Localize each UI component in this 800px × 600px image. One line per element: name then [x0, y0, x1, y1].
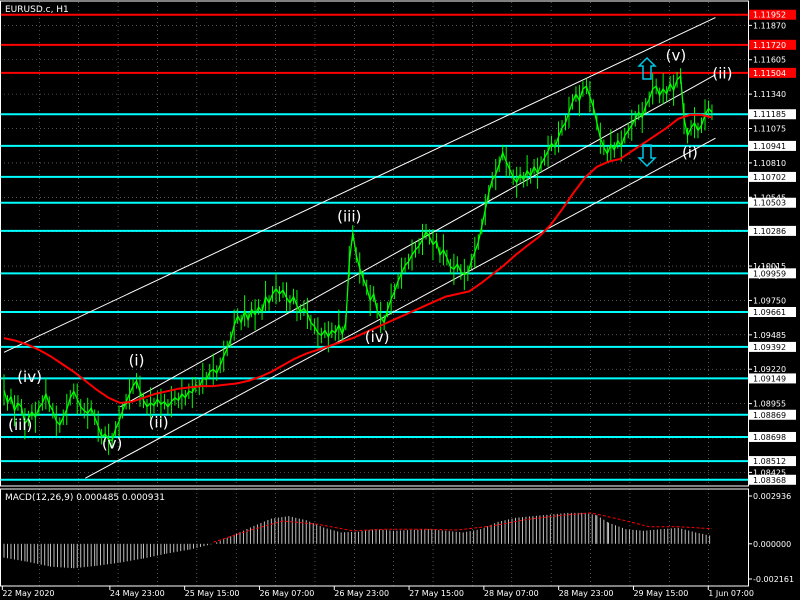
y-tick-label: 1.10810 [753, 159, 786, 168]
level-price-label: 1.11720 [753, 41, 786, 50]
moving-average-line [3, 113, 713, 405]
wave-label: (v) [666, 46, 687, 64]
y-tick-label: 1.11075 [753, 125, 786, 134]
wave-annotations: (iv)(iii)(v)(ii)(i)(iii)(iv)(v)(ii)(i)(i… [8, 46, 780, 452]
level-price-box [749, 268, 796, 279]
horizontal-levels [0, 13, 748, 481]
macd-y-tick-label: 0.000000 [753, 540, 791, 549]
level-price-box [749, 197, 796, 208]
level-price-label: 1.08368 [753, 476, 786, 485]
level-price-label: 1.08512 [753, 457, 786, 466]
y-tick-label: 1.11605 [753, 56, 786, 65]
level-price-box [749, 39, 796, 50]
level-price-box [749, 373, 796, 384]
y-tick-label: 1.09485 [753, 331, 786, 340]
wave-label: (iv) [17, 368, 42, 386]
y-tick-label: 1.10015 [753, 262, 786, 271]
macd-y-tick-label: 0.002936 [753, 492, 791, 501]
y-tick-label: 1.11340 [753, 90, 786, 99]
level-price-box [749, 474, 796, 485]
level-price-box [749, 409, 796, 420]
macd-title: MACD(12,26,9) 0.000485 0.000931 [5, 493, 165, 503]
main-plot-border [0, 0, 749, 487]
x-tick-label: 27 May 15:00 [409, 589, 464, 598]
up-arrow-icon [637, 56, 657, 80]
level-price-label: 1.09959 [753, 269, 786, 278]
wave-label: (iii) [8, 416, 32, 434]
level-price-box [749, 341, 796, 352]
trend-channel [3, 17, 716, 479]
up-arrow-shape [637, 56, 657, 80]
level-price-box [749, 9, 796, 20]
macd-y-tick-label: -0.002161 [753, 575, 794, 584]
level-price-label: 1.10286 [753, 227, 786, 236]
wave-label: (i) [682, 144, 698, 162]
level-price-box [749, 431, 796, 442]
level-price-label: 1.11952 [753, 11, 786, 20]
level-price-box [749, 67, 796, 78]
level-price-box [749, 140, 796, 151]
level-price-label: 1.09661 [753, 308, 786, 317]
x-tick-label: 1 Jun 07:00 [708, 589, 754, 598]
x-tick-label: 24 May 23:00 [110, 589, 165, 598]
level-price-label: 1.10941 [753, 142, 786, 151]
level-price-box [749, 306, 796, 317]
x-tick-label: 29 May 15:00 [633, 589, 688, 598]
level-price-label: 1.09392 [753, 343, 786, 352]
x-tick-label: 26 May 07:00 [259, 589, 314, 598]
wave-label: (ii) [712, 65, 732, 83]
wave-label: (iii) [337, 207, 361, 225]
level-price-label: 1.08698 [753, 433, 786, 442]
y-tick-label: 1.08955 [753, 400, 786, 409]
level-price-box [749, 109, 796, 120]
macd-signal-line [213, 512, 713, 543]
x-tick-label: 22 May 2020 [2, 589, 54, 598]
x-tick-label: 25 May 15:00 [185, 589, 240, 598]
level-price-box [749, 456, 796, 467]
level-price-label: 1.11504 [753, 69, 786, 78]
level-price-label: 1.10503 [753, 199, 786, 208]
y-tick-label: 1.09220 [753, 365, 786, 374]
y-tick-label: 1.09750 [753, 296, 786, 305]
wave-label: (iv) [365, 328, 390, 346]
x-tick-label: 28 May 07:00 [484, 589, 539, 598]
x-tick-label: 28 May 23:00 [559, 589, 614, 598]
level-price-label: 1.10702 [753, 173, 786, 182]
level-price-box [749, 171, 796, 182]
macd-panel [3, 512, 713, 569]
macd-plot-border [0, 488, 749, 587]
channel-line [120, 74, 716, 408]
down-arrow-icon [637, 144, 657, 168]
down-arrow-shape [637, 144, 657, 168]
channel-line [85, 137, 716, 479]
level-price-label: 1.09149 [753, 374, 786, 383]
price-line [3, 74, 713, 442]
wave-label: (v) [102, 434, 123, 452]
level-price-label: 1.08869 [753, 411, 786, 420]
price-labels: 1.11952 1.11720 1.11504 1.11185 1.10941 1.107… [749, 9, 796, 485]
level-price-box [749, 225, 796, 236]
level-price-label: 1.11185 [753, 110, 786, 119]
wave-label: (ii) [149, 414, 169, 432]
channel-line [3, 17, 716, 353]
wave-label: (i) [129, 351, 145, 369]
y-tick-label: 1.08425 [753, 468, 786, 477]
chart-title: EURUSD.c, H1 [5, 5, 69, 15]
x-tick-label: 26 May 23:00 [334, 589, 389, 598]
y-tick-label: 1.11870 [753, 21, 786, 30]
price-series [3, 68, 713, 455]
